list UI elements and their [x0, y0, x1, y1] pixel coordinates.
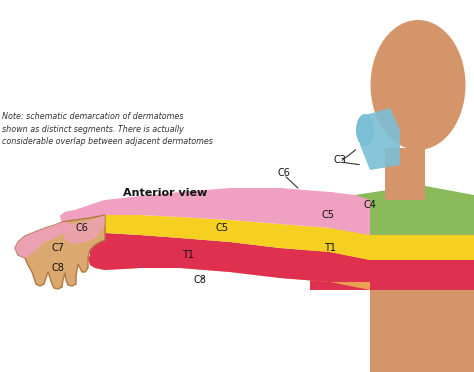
Text: T1: T1	[324, 243, 336, 253]
Polygon shape	[370, 290, 474, 372]
Text: C7: C7	[52, 243, 64, 253]
Polygon shape	[370, 200, 474, 372]
Polygon shape	[355, 185, 474, 240]
Polygon shape	[15, 222, 70, 258]
Polygon shape	[310, 235, 474, 260]
Text: C6: C6	[75, 223, 89, 233]
Polygon shape	[385, 148, 425, 200]
Polygon shape	[88, 233, 370, 282]
Text: C8: C8	[193, 275, 207, 285]
Text: C5: C5	[321, 210, 335, 220]
Text: C5: C5	[216, 223, 228, 233]
Text: C6: C6	[278, 168, 291, 178]
Polygon shape	[88, 252, 370, 290]
Text: T1: T1	[182, 250, 194, 260]
Polygon shape	[15, 215, 105, 289]
Ellipse shape	[356, 114, 374, 146]
Ellipse shape	[371, 20, 465, 150]
Polygon shape	[330, 192, 370, 240]
Polygon shape	[360, 108, 400, 170]
Polygon shape	[62, 215, 105, 244]
Polygon shape	[310, 260, 474, 290]
Polygon shape	[90, 215, 370, 260]
Polygon shape	[60, 200, 105, 224]
Text: C8: C8	[52, 263, 64, 273]
Polygon shape	[450, 290, 474, 372]
Text: C4: C4	[364, 200, 376, 210]
Text: Anterior view: Anterior view	[123, 188, 207, 198]
Polygon shape	[60, 188, 370, 235]
Text: Note: schematic demarcation of dermatomes
shown as distinct segments. There is a: Note: schematic demarcation of dermatome…	[2, 112, 213, 146]
Text: C3: C3	[334, 155, 346, 165]
